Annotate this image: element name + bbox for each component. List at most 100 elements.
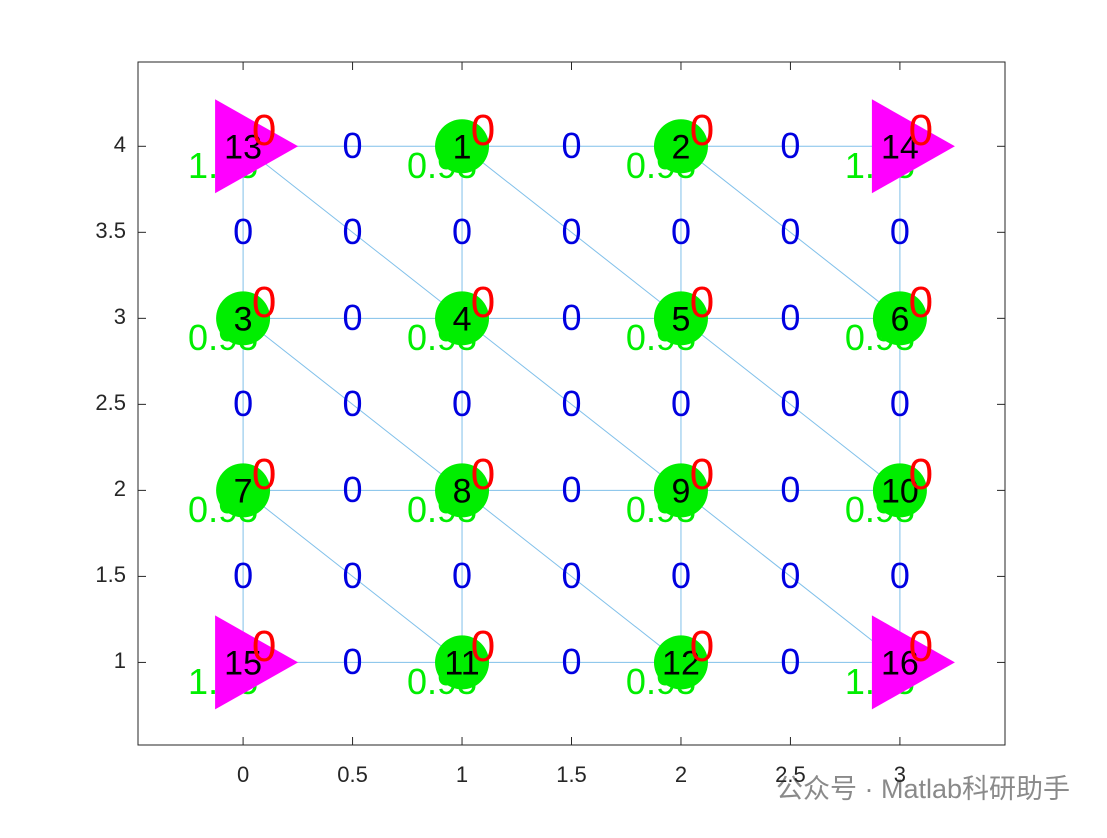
edge-label: 0 xyxy=(780,641,800,682)
edge xyxy=(680,145,901,319)
node-load: 0 xyxy=(252,278,276,327)
node-load: 0 xyxy=(909,450,933,499)
edge-label: 0 xyxy=(452,383,472,424)
edge-label: 0 xyxy=(671,555,691,596)
edge-label: 0 xyxy=(343,555,363,596)
edge xyxy=(461,489,682,663)
node-id: 15 xyxy=(224,644,262,682)
node-id: 1 xyxy=(453,128,472,166)
edge-label: 0 xyxy=(343,469,363,510)
node-load: 0 xyxy=(909,106,933,155)
edge xyxy=(242,489,463,663)
node-marker xyxy=(872,463,927,518)
node-id: 10 xyxy=(881,472,919,510)
node-marker xyxy=(215,99,299,194)
node-load: 0 xyxy=(690,278,714,327)
y-tick-label: 2.5 xyxy=(95,390,126,415)
y-tick-label: 3 xyxy=(114,304,126,329)
node-marker xyxy=(871,615,955,710)
edge-label: 0 xyxy=(343,125,363,166)
edge xyxy=(461,145,682,319)
node-load: 0 xyxy=(471,622,495,671)
node-id: 9 xyxy=(672,472,691,510)
node-id: 3 xyxy=(234,300,253,338)
edge-label: 0 xyxy=(343,297,363,338)
node-id: 5 xyxy=(672,300,691,338)
edge-label: 0 xyxy=(452,555,472,596)
edge-label: 0 xyxy=(671,211,691,252)
watermark: 公众号 · Matlab科研助手 xyxy=(776,774,1070,804)
edge-label: 0 xyxy=(561,383,581,424)
node-load: 0 xyxy=(690,450,714,499)
node-id: 12 xyxy=(662,644,700,682)
edge-label: 0 xyxy=(561,297,581,338)
y-tick-label: 2 xyxy=(114,476,126,501)
node-load: 0 xyxy=(690,106,714,155)
edge-label: 0 xyxy=(233,211,253,252)
edge-label: 0 xyxy=(233,555,253,596)
edge xyxy=(680,317,901,491)
y-tick-label: 3.5 xyxy=(95,218,126,243)
edge-label: 0 xyxy=(671,383,691,424)
x-tick-label: 3 xyxy=(894,762,906,787)
y-tick-label: 1.5 xyxy=(95,562,126,587)
node-id: 8 xyxy=(453,472,472,510)
y-tick-label: 1 xyxy=(114,648,126,673)
node-id: 13 xyxy=(224,128,262,166)
node-marker xyxy=(653,635,708,690)
x-tick-label: 2 xyxy=(675,762,687,787)
node-marker xyxy=(435,463,490,518)
x-tick-label: 0.5 xyxy=(337,762,368,787)
edge-label: 0 xyxy=(561,555,581,596)
edge-label: 0 xyxy=(561,641,581,682)
edge-label: 0 xyxy=(780,469,800,510)
node-load: 0 xyxy=(909,622,933,671)
edge xyxy=(242,145,463,319)
node-marker xyxy=(215,615,299,710)
node-load: 0 xyxy=(252,450,276,499)
node-id: 7 xyxy=(234,472,253,510)
node-load: 0 xyxy=(471,278,495,327)
edge xyxy=(461,317,682,491)
edge-label: 0 xyxy=(780,555,800,596)
node-marker xyxy=(435,635,490,690)
node-marker xyxy=(653,291,708,346)
edge-label: 0 xyxy=(780,383,800,424)
node-load: 0 xyxy=(471,450,495,499)
edge-label: 0 xyxy=(780,211,800,252)
node-load: 0 xyxy=(690,622,714,671)
node-marker xyxy=(871,99,955,194)
x-tick-label: 2.5 xyxy=(775,762,806,787)
node-id: 2 xyxy=(672,128,691,166)
node-marker xyxy=(435,119,490,174)
node-id: 6 xyxy=(890,300,909,338)
edge-label: 0 xyxy=(233,383,253,424)
node-marker xyxy=(653,463,708,518)
node-id: 14 xyxy=(881,128,919,166)
x-tick-label: 0 xyxy=(237,762,249,787)
node-marker xyxy=(216,463,271,518)
edge-label: 0 xyxy=(561,469,581,510)
node-load: 0 xyxy=(252,106,276,155)
node-load: 0 xyxy=(252,622,276,671)
node-marker xyxy=(872,291,927,346)
edge-label: 0 xyxy=(343,383,363,424)
edge-label: 0 xyxy=(890,383,910,424)
edge-label: 0 xyxy=(452,211,472,252)
edge-label: 0 xyxy=(561,125,581,166)
node-marker xyxy=(216,291,271,346)
edge-label: 0 xyxy=(343,211,363,252)
edge-label: 0 xyxy=(561,211,581,252)
node-id: 16 xyxy=(881,644,919,682)
node-marker xyxy=(435,291,490,346)
edge xyxy=(242,317,463,491)
node-load: 0 xyxy=(471,106,495,155)
edge-label: 0 xyxy=(890,211,910,252)
edge-label: 0 xyxy=(780,297,800,338)
edge-label: 0 xyxy=(343,641,363,682)
node-id: 4 xyxy=(453,300,472,338)
node-id: 11 xyxy=(444,644,479,682)
node-marker xyxy=(653,119,708,174)
edge-label: 0 xyxy=(780,125,800,166)
